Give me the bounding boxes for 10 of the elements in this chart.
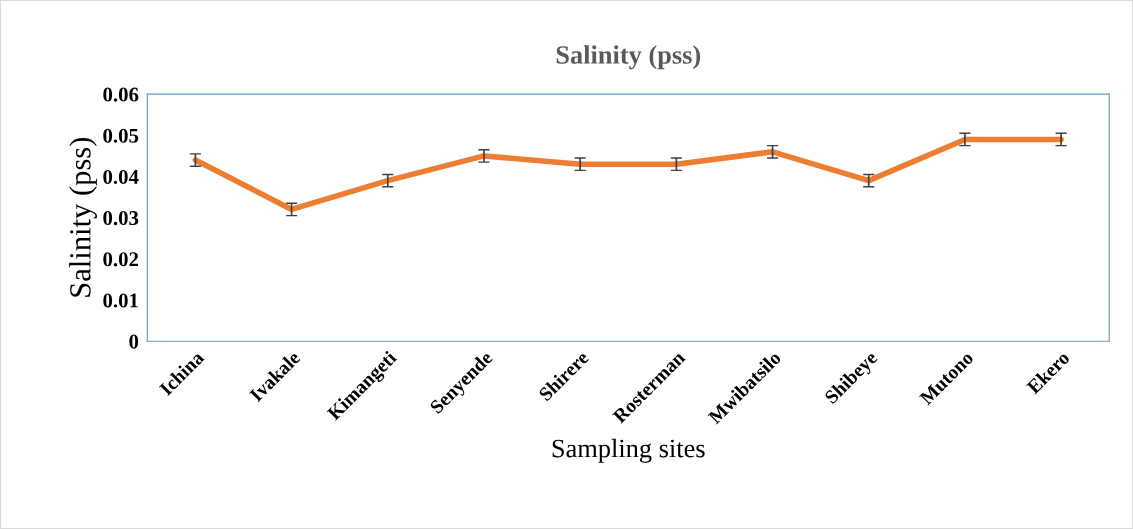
y-tick-label: 0 (129, 334, 139, 349)
y-tick-label: 0.02 (103, 252, 139, 267)
y-tick-label: 0.05 (103, 128, 139, 143)
y-axis-title: Salinity (pss) (69, 137, 97, 297)
y-tick-label: 0.04 (103, 169, 139, 185)
y-tick-label: 0.01 (103, 293, 138, 308)
x-axis-title: Sampling sites (552, 438, 705, 463)
y-tick-label: 0.03 (103, 211, 139, 226)
chart-title: Salinity (pss) (556, 45, 701, 70)
y-tick-label: 0.06 (103, 87, 139, 102)
